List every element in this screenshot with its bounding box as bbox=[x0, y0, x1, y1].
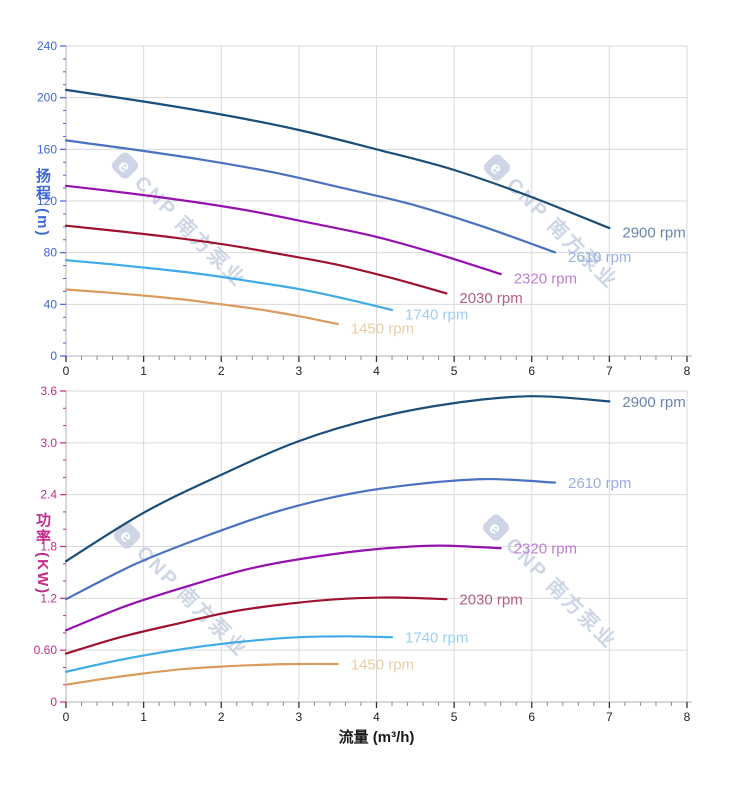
curve-2320-rpm bbox=[64, 184, 502, 276]
curve-label-2030-rpm: 2030 rpm bbox=[459, 592, 522, 609]
curve-label-2900-rpm: 2900 rpm bbox=[622, 225, 685, 242]
curve-2320-rpm bbox=[64, 544, 502, 632]
y-tick-label: 1.8 bbox=[40, 540, 57, 554]
curve-label-2610-rpm: 2610 rpm bbox=[568, 475, 631, 492]
x-tick-label: 3 bbox=[296, 710, 303, 724]
curve-2030-rpm bbox=[64, 596, 448, 655]
y-tick-label: 160 bbox=[37, 142, 57, 156]
y-tick-label: 2.4 bbox=[40, 488, 57, 502]
x-tick-label: 6 bbox=[528, 710, 535, 724]
curve-1450-rpm bbox=[64, 288, 339, 326]
curve-label-1450-rpm: 1450 rpm bbox=[351, 320, 414, 337]
curve-1450-rpm bbox=[64, 662, 339, 686]
curve-2610-rpm bbox=[64, 139, 557, 254]
curve-label-2320-rpm: 2320 rpm bbox=[514, 271, 577, 288]
y-tick-label: 1.2 bbox=[40, 591, 57, 605]
y-tick-label: 0 bbox=[50, 695, 57, 709]
x-tick-label: 1 bbox=[140, 364, 147, 378]
curve-label-1740-rpm: 1740 rpm bbox=[405, 307, 468, 324]
y-tick-label: 0.60 bbox=[34, 643, 58, 657]
x-tick-label: 5 bbox=[451, 710, 458, 724]
x-tick-label: 6 bbox=[528, 364, 535, 378]
y-tick-label: 3.0 bbox=[40, 436, 57, 450]
curve-2900-rpm bbox=[64, 88, 611, 230]
y-tick-label: 120 bbox=[37, 194, 57, 208]
y-tick-label: 40 bbox=[44, 297, 58, 311]
curve-1740-rpm bbox=[64, 259, 394, 312]
x-tick-label: 1 bbox=[140, 710, 147, 724]
x-tick-label: 8 bbox=[684, 710, 691, 724]
x-tick-label: 7 bbox=[606, 364, 613, 378]
x-tick-label: 0 bbox=[63, 364, 70, 378]
curve-label-2030-rpm: 2030 rpm bbox=[459, 290, 522, 307]
x-tick-label: 4 bbox=[373, 364, 380, 378]
y-tick-label: 0 bbox=[50, 349, 57, 363]
curve-label-2610-rpm: 2610 rpm bbox=[568, 249, 631, 266]
x-tick-label: 0 bbox=[63, 710, 70, 724]
x-tick-label: 3 bbox=[296, 364, 303, 378]
watermark-logo-icon bbox=[111, 152, 139, 179]
curve-label-1450-rpm: 1450 rpm bbox=[351, 656, 414, 673]
y-tick-label: 80 bbox=[44, 246, 58, 260]
flow-axis-title: 流量 (m³/h) bbox=[338, 729, 415, 746]
watermark-logo-icon bbox=[113, 522, 141, 549]
y-tick-label: 3.6 bbox=[40, 384, 57, 398]
curve-2610-rpm bbox=[64, 477, 557, 601]
power-axis-title: 功率 (KW) bbox=[34, 512, 51, 596]
y-tick-label: 200 bbox=[37, 91, 57, 105]
watermark-logo-icon bbox=[482, 514, 510, 541]
x-tick-label: 4 bbox=[373, 710, 380, 724]
x-tick-label: 5 bbox=[451, 364, 458, 378]
y-tick-label: 240 bbox=[37, 39, 57, 53]
head-axis-title: 扬程 (m) bbox=[34, 168, 51, 238]
x-tick-label: 2 bbox=[218, 710, 225, 724]
curve-label-2900-rpm: 2900 rpm bbox=[622, 394, 685, 411]
watermark-logo-icon bbox=[483, 154, 511, 181]
x-tick-label: 7 bbox=[606, 710, 613, 724]
x-tick-label: 2 bbox=[218, 364, 225, 378]
curve-2900-rpm bbox=[64, 395, 611, 563]
x-tick-label: 8 bbox=[684, 364, 691, 378]
curve-1740-rpm bbox=[64, 635, 394, 673]
curve-label-2320-rpm: 2320 rpm bbox=[514, 541, 577, 558]
curve-label-1740-rpm: 1740 rpm bbox=[405, 630, 468, 647]
curve-2030-rpm bbox=[64, 224, 448, 295]
